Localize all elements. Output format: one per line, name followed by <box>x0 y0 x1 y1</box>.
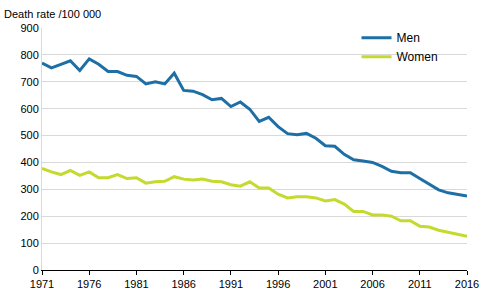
svg-text:1971: 1971 <box>30 278 54 290</box>
svg-text:100: 100 <box>20 237 38 249</box>
svg-text:Women: Women <box>397 50 438 64</box>
svg-text:600: 600 <box>20 103 38 115</box>
svg-text:2001: 2001 <box>313 278 337 290</box>
svg-text:200: 200 <box>20 210 38 222</box>
svg-text:Men: Men <box>397 31 420 45</box>
svg-text:2011: 2011 <box>408 278 432 290</box>
svg-text:0: 0 <box>33 264 39 276</box>
svg-text:400: 400 <box>20 156 38 168</box>
svg-text:1981: 1981 <box>124 278 148 290</box>
svg-text:2006: 2006 <box>360 278 384 290</box>
svg-text:900: 900 <box>20 22 38 34</box>
svg-text:800: 800 <box>20 49 38 61</box>
svg-text:1986: 1986 <box>171 278 195 290</box>
svg-text:1996: 1996 <box>266 278 290 290</box>
svg-text:1991: 1991 <box>219 278 243 290</box>
svg-text:700: 700 <box>20 76 38 88</box>
svg-text:2016: 2016 <box>455 278 479 290</box>
svg-text:1976: 1976 <box>77 278 101 290</box>
svg-text:300: 300 <box>20 183 38 195</box>
svg-text:Death rate /100 000: Death rate /100 000 <box>4 8 101 20</box>
svg-text:500: 500 <box>20 129 38 141</box>
